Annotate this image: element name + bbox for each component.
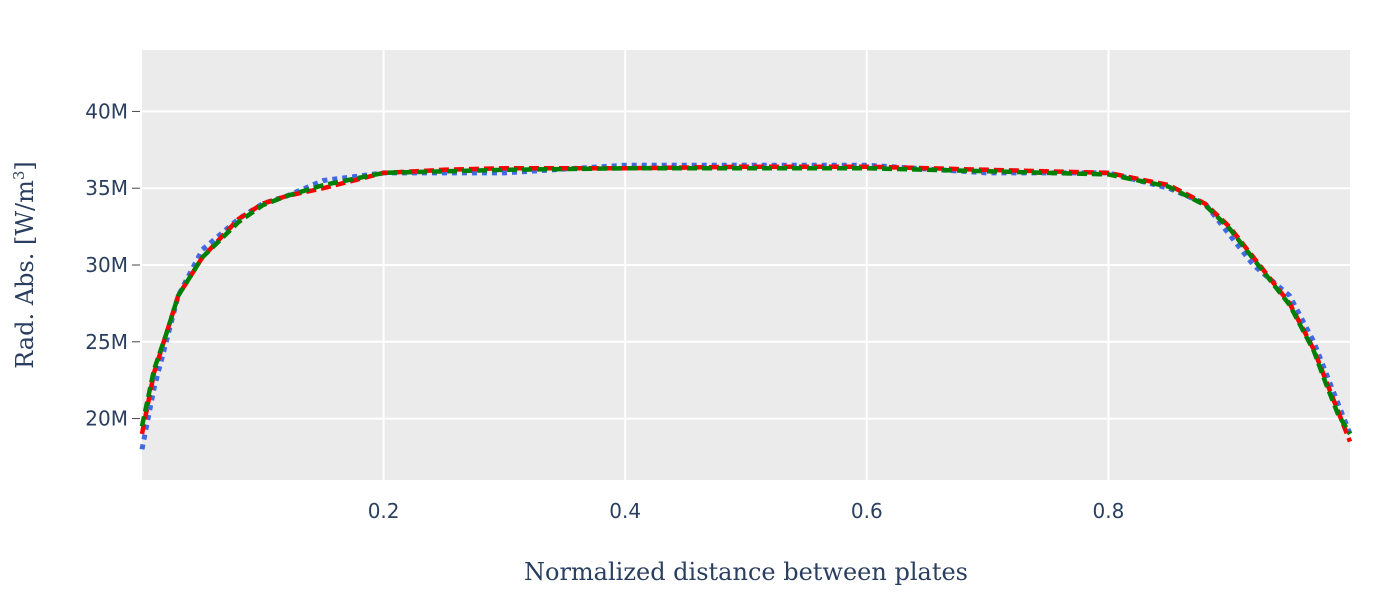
x-tick-label: 0.8	[1092, 499, 1124, 523]
series-line-0	[139, 162, 1353, 450]
y-tick-label: 40M	[85, 99, 128, 123]
x-axis-title: Normalized distance between plates	[524, 558, 968, 586]
y-tick-label: 30M	[85, 253, 128, 277]
x-tick-label: 0.6	[851, 499, 883, 523]
series-layer	[139, 162, 1353, 450]
y-axis-title: Rad. Abs. [W/m3]	[10, 161, 39, 369]
y-axis-title-end: ]	[11, 161, 39, 170]
x-tick-label: 0.4	[609, 499, 641, 523]
y-tick-label: 20M	[85, 407, 128, 431]
x-tick-label: 0.2	[368, 499, 400, 523]
y-tick-label: 35M	[85, 176, 128, 200]
y-tick-label: 25M	[85, 330, 128, 354]
y-axis-title-superscript: 3	[10, 171, 28, 181]
tick-layer: 0.2 0.4 0.6 0.8 20M 25M 30M 35M 40M	[85, 99, 1124, 523]
y-axis-title-main: Rad. Abs. [W/m	[11, 180, 39, 369]
grid-layer	[142, 50, 1350, 480]
series-line-2	[139, 166, 1352, 436]
